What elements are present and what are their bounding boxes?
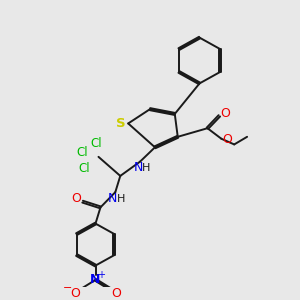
Text: Cl: Cl: [91, 137, 102, 150]
Text: N: N: [90, 273, 101, 286]
Text: O: O: [111, 287, 121, 300]
Text: +: +: [98, 270, 106, 280]
Text: Cl: Cl: [79, 162, 90, 175]
Text: H: H: [117, 194, 125, 204]
Text: Cl: Cl: [77, 146, 88, 159]
Text: N: N: [108, 192, 117, 205]
Text: S: S: [116, 117, 126, 130]
Text: O: O: [222, 133, 232, 146]
Text: O: O: [71, 192, 81, 205]
Text: N: N: [134, 161, 143, 174]
Text: O: O: [70, 287, 80, 300]
Text: H: H: [142, 163, 150, 173]
Text: O: O: [220, 107, 230, 120]
Text: −: −: [63, 284, 73, 293]
